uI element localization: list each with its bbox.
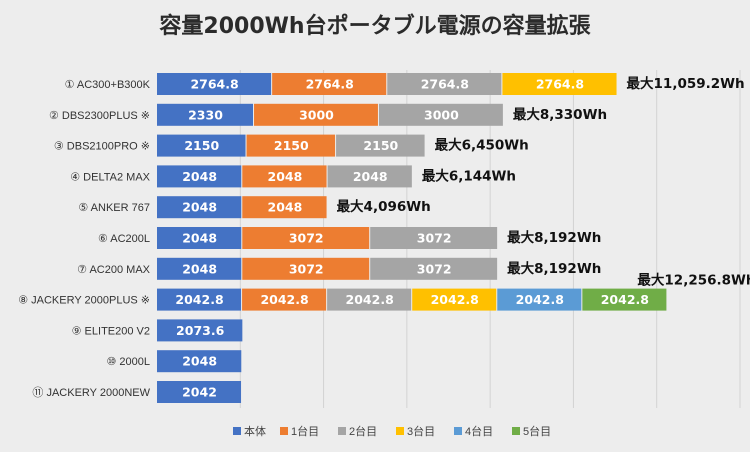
legend-label: 5台目 — [523, 424, 551, 438]
category-label: ⑧ JACKERY 2000PLUS ※ — [18, 295, 150, 307]
bar-segment — [246, 134, 336, 157]
bar-segment — [412, 288, 497, 311]
bar-segment — [157, 134, 246, 157]
bar-segment — [378, 103, 503, 126]
bar-segment — [254, 103, 378, 126]
category-label: ② DBS2300PLUS ※ — [49, 110, 150, 122]
bar-value-label: 3072 — [289, 231, 324, 246]
legend-label: 4台目 — [465, 424, 493, 438]
bar-segment — [242, 257, 370, 280]
bar-value-label: 2048 — [182, 261, 217, 276]
bar-value-label: 2048 — [182, 169, 217, 184]
bar-segment — [242, 165, 327, 188]
category-label: ⑥ AC200L — [98, 233, 150, 245]
bar-value-label: 3000 — [424, 107, 459, 122]
bar-value-label: 2048 — [182, 200, 217, 215]
category-label: ⑦ AC200 MAX — [77, 264, 151, 276]
total-label: 最大12,256.8Wh — [637, 272, 750, 289]
bar-value-label: 2330 — [188, 107, 223, 122]
bar-value-label: 2048 — [182, 354, 217, 369]
bar-segment — [370, 257, 498, 280]
bar-value-label: 2150 — [363, 138, 398, 153]
bar-segment — [157, 73, 272, 95]
bar-value-label: 2764.8 — [306, 77, 354, 92]
total-label: 最大8,330Wh — [513, 106, 607, 123]
bar-segment — [242, 288, 327, 311]
bar-segment — [327, 165, 412, 188]
legend-swatch — [280, 427, 288, 435]
category-label: ④ DELTA2 MAX — [70, 171, 150, 183]
bar-segment — [157, 196, 242, 219]
bar-segment — [242, 227, 370, 249]
bar-segment — [242, 196, 327, 219]
bar-value-label: 2150 — [184, 138, 219, 153]
bar-value-label: 2048 — [182, 231, 217, 246]
bar-segment — [582, 288, 667, 311]
category-label: ③ DBS2100PRO ※ — [54, 141, 150, 153]
bar-segment — [157, 319, 243, 342]
total-label: 最大4,096Wh — [337, 198, 431, 215]
bar-value-label: 2042.8 — [431, 292, 479, 307]
category-label: ⑪ JACKERY 2000NEW — [32, 386, 150, 399]
bar-value-label: 2042 — [182, 385, 217, 400]
legend-label: 2台目 — [349, 424, 377, 438]
bar-value-label: 2048 — [268, 169, 303, 184]
bar-segment — [497, 288, 582, 311]
bar-value-label: 3072 — [289, 261, 324, 276]
bar-value-label: 2042.8 — [346, 292, 394, 307]
bar-value-label: 3072 — [417, 231, 452, 246]
bar-segment — [370, 227, 498, 249]
total-label: 最大8,192Wh — [507, 260, 601, 277]
legend-swatch — [454, 427, 462, 435]
bar-value-label: 2042.8 — [260, 292, 308, 307]
legend-swatch — [233, 427, 241, 435]
bar-segment — [387, 73, 502, 95]
legend-swatch — [338, 427, 346, 435]
legend: 本体 1台目 2台目 3台目 4台目 5台目 — [233, 424, 551, 438]
bar-segment — [327, 288, 412, 311]
legend-swatch — [396, 427, 404, 435]
bar-segment — [336, 134, 425, 157]
bar-value-label: 2150 — [274, 138, 309, 153]
bars: 2764.8 2764.8 2764.8 2764.8 2330 3000 3000 2150… — [157, 73, 667, 403]
bar-value-label: 2764.8 — [421, 77, 469, 92]
bar-value-label: 2042.8 — [175, 292, 223, 307]
legend-label: 3台目 — [407, 424, 435, 438]
bar-segment — [157, 227, 242, 249]
bar-value-label: 2042.8 — [601, 292, 649, 307]
total-label: 最大6,144Wh — [422, 167, 516, 184]
bar-value-label: 3000 — [299, 107, 334, 122]
bar-value-label: 2048 — [268, 200, 303, 215]
bar-segment — [157, 103, 254, 126]
category-label: ⑩ 2000L — [106, 356, 150, 368]
bar-value-label: 2764.8 — [536, 77, 584, 92]
bar-value-label: 2048 — [353, 169, 388, 184]
category-label: ⑤ ANKER 767 — [78, 202, 150, 214]
category-labels: ① AC300+B300K ② DBS2300PLUS ※ ③ DBS2100PRO… — [18, 79, 150, 399]
bar-value-label: 2764.8 — [190, 77, 238, 92]
bar-value-label: 2073.6 — [176, 323, 225, 338]
bar-segment — [157, 257, 242, 280]
legend-label: 本体 — [244, 424, 266, 438]
bar-segment — [272, 73, 387, 95]
bar-value-label: 2042.8 — [516, 292, 564, 307]
bar-segment — [502, 73, 617, 95]
legend-label: 1台目 — [291, 424, 319, 438]
bar-segment — [157, 288, 242, 311]
category-label: ① AC300+B300K — [65, 79, 151, 91]
total-label: 最大8,192Wh — [507, 229, 601, 246]
total-label: 最大6,450Wh — [435, 137, 529, 154]
bar-segment — [157, 381, 242, 403]
total-labels: 最大11,059.2Wh 最大8,330Wh 最大6,450Wh 最大6,144Wh 最… — [337, 75, 750, 289]
category-label: ⑨ ELITE200 V2 — [72, 325, 150, 337]
legend-swatch — [512, 427, 520, 435]
total-label: 最大11,059.2Wh — [627, 75, 745, 92]
bar-value-label: 3072 — [417, 261, 452, 276]
bar-segment — [157, 165, 242, 188]
bar-segment — [157, 350, 242, 373]
chart-title: 容量2000Wh台ポータブル電源の容量拡張 — [159, 13, 591, 39]
